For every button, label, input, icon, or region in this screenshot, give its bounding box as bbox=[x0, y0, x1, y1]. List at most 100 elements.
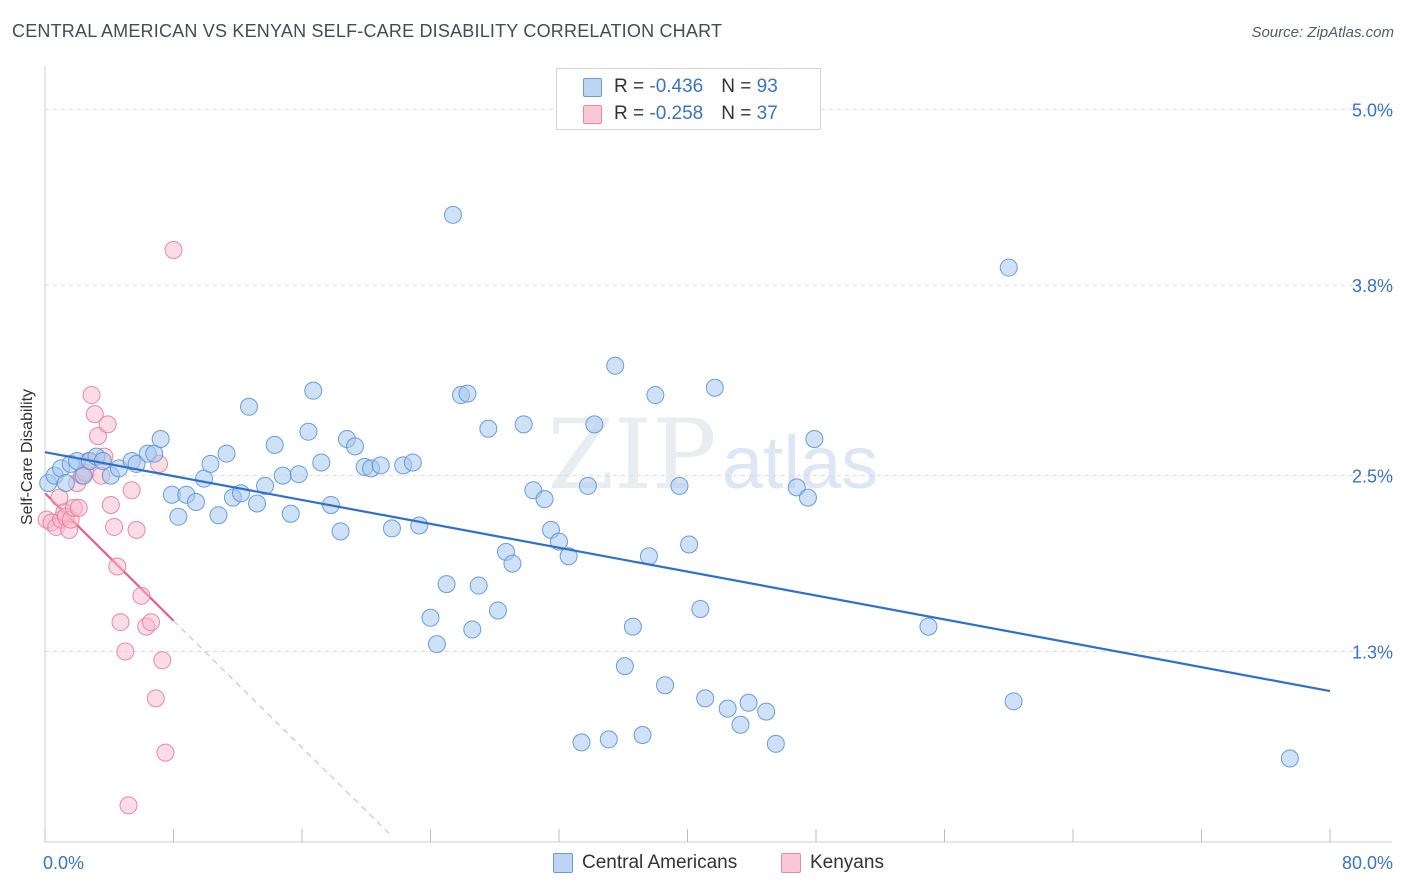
kenyans-point bbox=[101, 495, 120, 514]
central-americans-point bbox=[1280, 749, 1299, 768]
kenyans-point bbox=[156, 743, 175, 762]
central-americans-point bbox=[585, 415, 604, 434]
y-tick-label: 2.5% bbox=[1352, 467, 1393, 487]
central-americans-point bbox=[578, 476, 597, 495]
central-americans-point bbox=[410, 516, 429, 535]
central-americans-point bbox=[289, 465, 308, 484]
kenyans-point bbox=[146, 689, 165, 708]
central-americans-point bbox=[1004, 692, 1023, 711]
kenyans-point bbox=[153, 651, 172, 670]
central-americans-point bbox=[421, 608, 440, 627]
central-americans-point bbox=[265, 435, 284, 454]
central-americans-point bbox=[443, 205, 462, 224]
central-americans-point bbox=[201, 454, 220, 473]
central-americans-point bbox=[437, 575, 456, 594]
central-americans-point bbox=[696, 689, 715, 708]
legend-label: Kenyans bbox=[810, 852, 884, 873]
central-americans-point bbox=[606, 356, 625, 375]
y-tick-labels: 1.3% 2.5% 3.8% 5.0% bbox=[1352, 100, 1393, 662]
central-americans-point bbox=[757, 702, 776, 721]
legend-swatch-blue bbox=[583, 78, 602, 97]
central-americans-point bbox=[805, 430, 824, 449]
y-tick-label: 5.0% bbox=[1352, 100, 1393, 120]
central-americans-point bbox=[623, 617, 642, 636]
central-americans-point bbox=[427, 635, 446, 654]
legend-stats-text: R = -0.258 N = 37 bbox=[614, 103, 778, 124]
kenyans-point bbox=[69, 498, 88, 517]
central-americans-point bbox=[331, 522, 350, 541]
kenyans-point bbox=[132, 586, 151, 605]
chart-title: CENTRAL AMERICAN VS KENYAN SELF-CARE DIS… bbox=[12, 21, 723, 41]
central-americans-point bbox=[559, 547, 578, 566]
central-americans-points bbox=[39, 205, 1299, 768]
central-americans-point bbox=[680, 535, 699, 554]
central-americans-point bbox=[798, 488, 817, 507]
kenyans-trend-extension bbox=[173, 620, 391, 836]
kenyans-points bbox=[37, 240, 183, 815]
legend-swatch-blue bbox=[553, 853, 573, 873]
y-tick-label: 1.3% bbox=[1352, 643, 1393, 663]
central-americans-point bbox=[458, 384, 477, 403]
central-americans-point bbox=[239, 397, 258, 416]
central-americans-point bbox=[646, 386, 665, 405]
central-americans-point bbox=[731, 715, 750, 734]
central-americans-point bbox=[463, 620, 482, 639]
central-americans-point bbox=[382, 519, 401, 538]
legend-swatch-pink bbox=[583, 105, 602, 124]
central-americans-point bbox=[209, 506, 228, 525]
kenyans-point bbox=[89, 427, 108, 446]
grid-lines bbox=[45, 108, 1392, 652]
central-americans-point bbox=[371, 456, 390, 475]
central-americans-point bbox=[186, 493, 205, 512]
central-americans-trend bbox=[44, 451, 1331, 693]
central-americans-point bbox=[670, 476, 689, 495]
watermark-zip: ZIP bbox=[547, 399, 716, 511]
source-credit: Source: ZipAtlas.com bbox=[1251, 24, 1394, 41]
x-tick-label-max: 80.0% bbox=[1342, 853, 1393, 873]
central-americans-point bbox=[919, 617, 938, 636]
kenyans-point bbox=[127, 520, 146, 539]
central-americans-point bbox=[488, 601, 507, 620]
central-americans-point bbox=[304, 381, 323, 400]
kenyans-point bbox=[82, 386, 101, 405]
central-americans-point bbox=[503, 554, 522, 573]
central-americans-point bbox=[633, 726, 652, 745]
central-americans-point bbox=[299, 422, 318, 441]
central-americans-point bbox=[691, 600, 710, 619]
central-americans-point bbox=[248, 494, 267, 513]
central-americans-point bbox=[469, 576, 488, 595]
kenyans-point bbox=[98, 415, 117, 434]
central-americans-point bbox=[639, 547, 658, 566]
kenyans-point bbox=[111, 613, 130, 632]
central-americans-point bbox=[787, 478, 806, 497]
central-americans-point bbox=[718, 699, 737, 718]
legend-stats-text: R = -0.436 N = 93 bbox=[614, 76, 778, 97]
central-americans-point bbox=[656, 676, 675, 695]
central-americans-point bbox=[535, 490, 554, 509]
axes bbox=[44, 66, 1392, 843]
central-americans-point bbox=[151, 430, 170, 449]
central-americans-point bbox=[479, 419, 498, 438]
legend-label: Central Americans bbox=[582, 852, 738, 873]
stats-legend: R = -0.436 N = 93 R = -0.258 N = 37 bbox=[556, 68, 821, 130]
watermark: ZIP atlas bbox=[547, 399, 878, 511]
kenyans-point bbox=[105, 517, 124, 536]
central-americans-point bbox=[514, 415, 533, 434]
kenyans-point bbox=[122, 481, 141, 500]
central-americans-point bbox=[346, 437, 365, 456]
x-tick-labels: 0.0% 80.0% bbox=[43, 853, 1393, 873]
central-americans-point bbox=[599, 730, 618, 749]
kenyans-point bbox=[85, 405, 104, 424]
kenyans-point bbox=[108, 557, 127, 576]
central-americans-point bbox=[256, 476, 275, 495]
central-americans-point bbox=[56, 473, 75, 492]
central-americans-point bbox=[999, 258, 1018, 277]
central-americans-point bbox=[217, 444, 236, 463]
central-americans-point bbox=[312, 453, 331, 472]
x-tick-label-min: 0.0% bbox=[43, 853, 84, 873]
central-americans-point bbox=[169, 507, 188, 526]
central-americans-point bbox=[281, 504, 300, 523]
central-americans-point bbox=[766, 734, 785, 753]
kenyans-point bbox=[119, 796, 138, 815]
